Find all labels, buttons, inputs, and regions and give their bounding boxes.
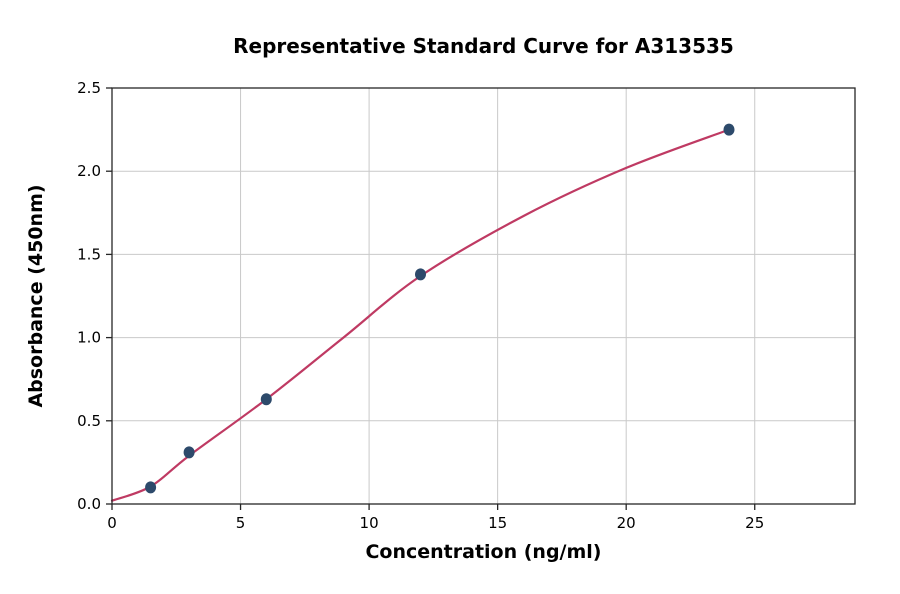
data-point	[183, 446, 195, 459]
x-tick-label: 0	[107, 514, 117, 532]
data-point	[723, 123, 735, 136]
x-tick-label: 20	[617, 514, 636, 532]
y-tick-label: 1.5	[77, 245, 101, 263]
x-tick-label: 5	[236, 514, 246, 532]
y-tick-label: 1.0	[77, 329, 101, 347]
x-axis-label: Concentration (ng/ml)	[365, 541, 602, 563]
fit-curve-line	[110, 128, 731, 502]
tick-labels: 0 5 10 15 20 25 0.0 0.5 1.0 1.5 2.0 2.5	[77, 79, 764, 532]
data-point	[145, 481, 157, 494]
x-tick-label: 15	[488, 514, 507, 532]
y-tick-label: 2.5	[77, 79, 101, 97]
tick-marks	[106, 87, 756, 510]
data-point	[260, 393, 272, 406]
x-tick-label: 25	[745, 514, 764, 532]
data-point	[415, 268, 426, 281]
y-tick-label: 0.5	[77, 412, 101, 430]
axes-spines	[111, 87, 856, 505]
plot-background	[112, 88, 855, 504]
y-tick-label: 2.0	[77, 162, 101, 180]
y-tick-label: 0.0	[77, 495, 101, 513]
data-points	[145, 123, 735, 494]
chart-title: Representative Standard Curve for A31353…	[233, 34, 734, 58]
x-tick-label: 10	[360, 514, 379, 532]
